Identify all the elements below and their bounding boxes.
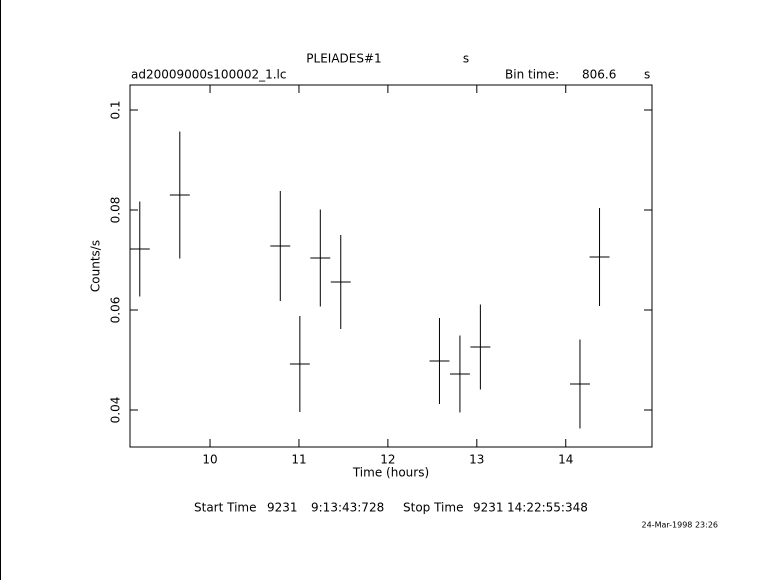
x-tick-label: 11 [291,453,306,467]
start-label: Start Time [194,501,257,515]
title-unit: s [463,52,469,66]
y-axis-label: Counts/s [89,240,103,292]
y-tick-label: 0.1 [109,100,123,119]
x-axis-label: Time (hours) [352,466,429,480]
plot-date: 24-Mar-1998 23:26 [642,521,719,530]
stop-label: Stop Time [403,501,463,515]
x-tick-label: 14 [558,453,573,467]
bin-time-label: Bin time: [505,68,559,82]
x-tick-label: 13 [469,453,484,467]
x-tick-label: 10 [202,453,217,467]
y-tick-label: 0.08 [109,197,123,224]
bin-time-unit: s [644,68,650,82]
start-time: 9:13:43:728 [311,501,384,515]
chart-title: PLEIADES#1 [306,52,381,66]
y-tick-label: 0.06 [109,297,123,324]
stop-day: 9231 [473,501,504,515]
stop-time: 14:22:55:348 [507,501,588,515]
y-tick-label: 0.04 [109,397,123,424]
start-day: 9231 [267,501,298,515]
filename: ad20009000s100002_1.lc [131,68,287,82]
plot-frame [129,84,653,448]
x-tick-label: 12 [380,453,395,467]
bin-time: 806.6 [582,68,616,82]
